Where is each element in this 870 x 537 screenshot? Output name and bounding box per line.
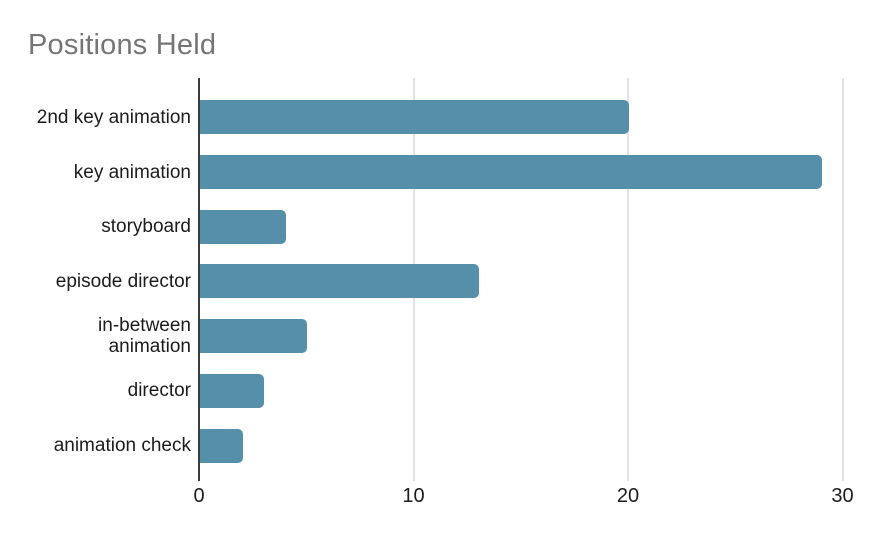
category-label: animation check <box>53 435 191 457</box>
x-tick-label: 10 <box>402 485 425 507</box>
gridline <box>627 78 629 481</box>
bar <box>200 155 823 190</box>
category-axis: 2nd key animation key animation storyboard… <box>0 78 191 481</box>
gridline <box>841 78 844 481</box>
category-label: in-between animation <box>98 315 191 358</box>
category-label: key animation <box>73 161 191 183</box>
category-label: director <box>127 380 191 402</box>
bar <box>200 428 243 463</box>
plot-area: 0 10 20 30 <box>193 78 864 507</box>
bar <box>200 373 265 408</box>
chart-title: Positions Held <box>28 29 217 61</box>
x-tick-label: 20 <box>616 485 640 507</box>
category-label: episode director <box>55 270 191 292</box>
bar <box>200 100 629 135</box>
x-tick-label: 30 <box>831 485 854 507</box>
bar <box>200 264 479 299</box>
bar <box>200 209 286 244</box>
axis-baseline <box>198 78 200 481</box>
category-label: 2nd key animation <box>36 106 191 128</box>
category-label: storyboard <box>101 216 191 238</box>
bar <box>200 319 308 354</box>
x-tick-label: 0 <box>193 485 205 507</box>
